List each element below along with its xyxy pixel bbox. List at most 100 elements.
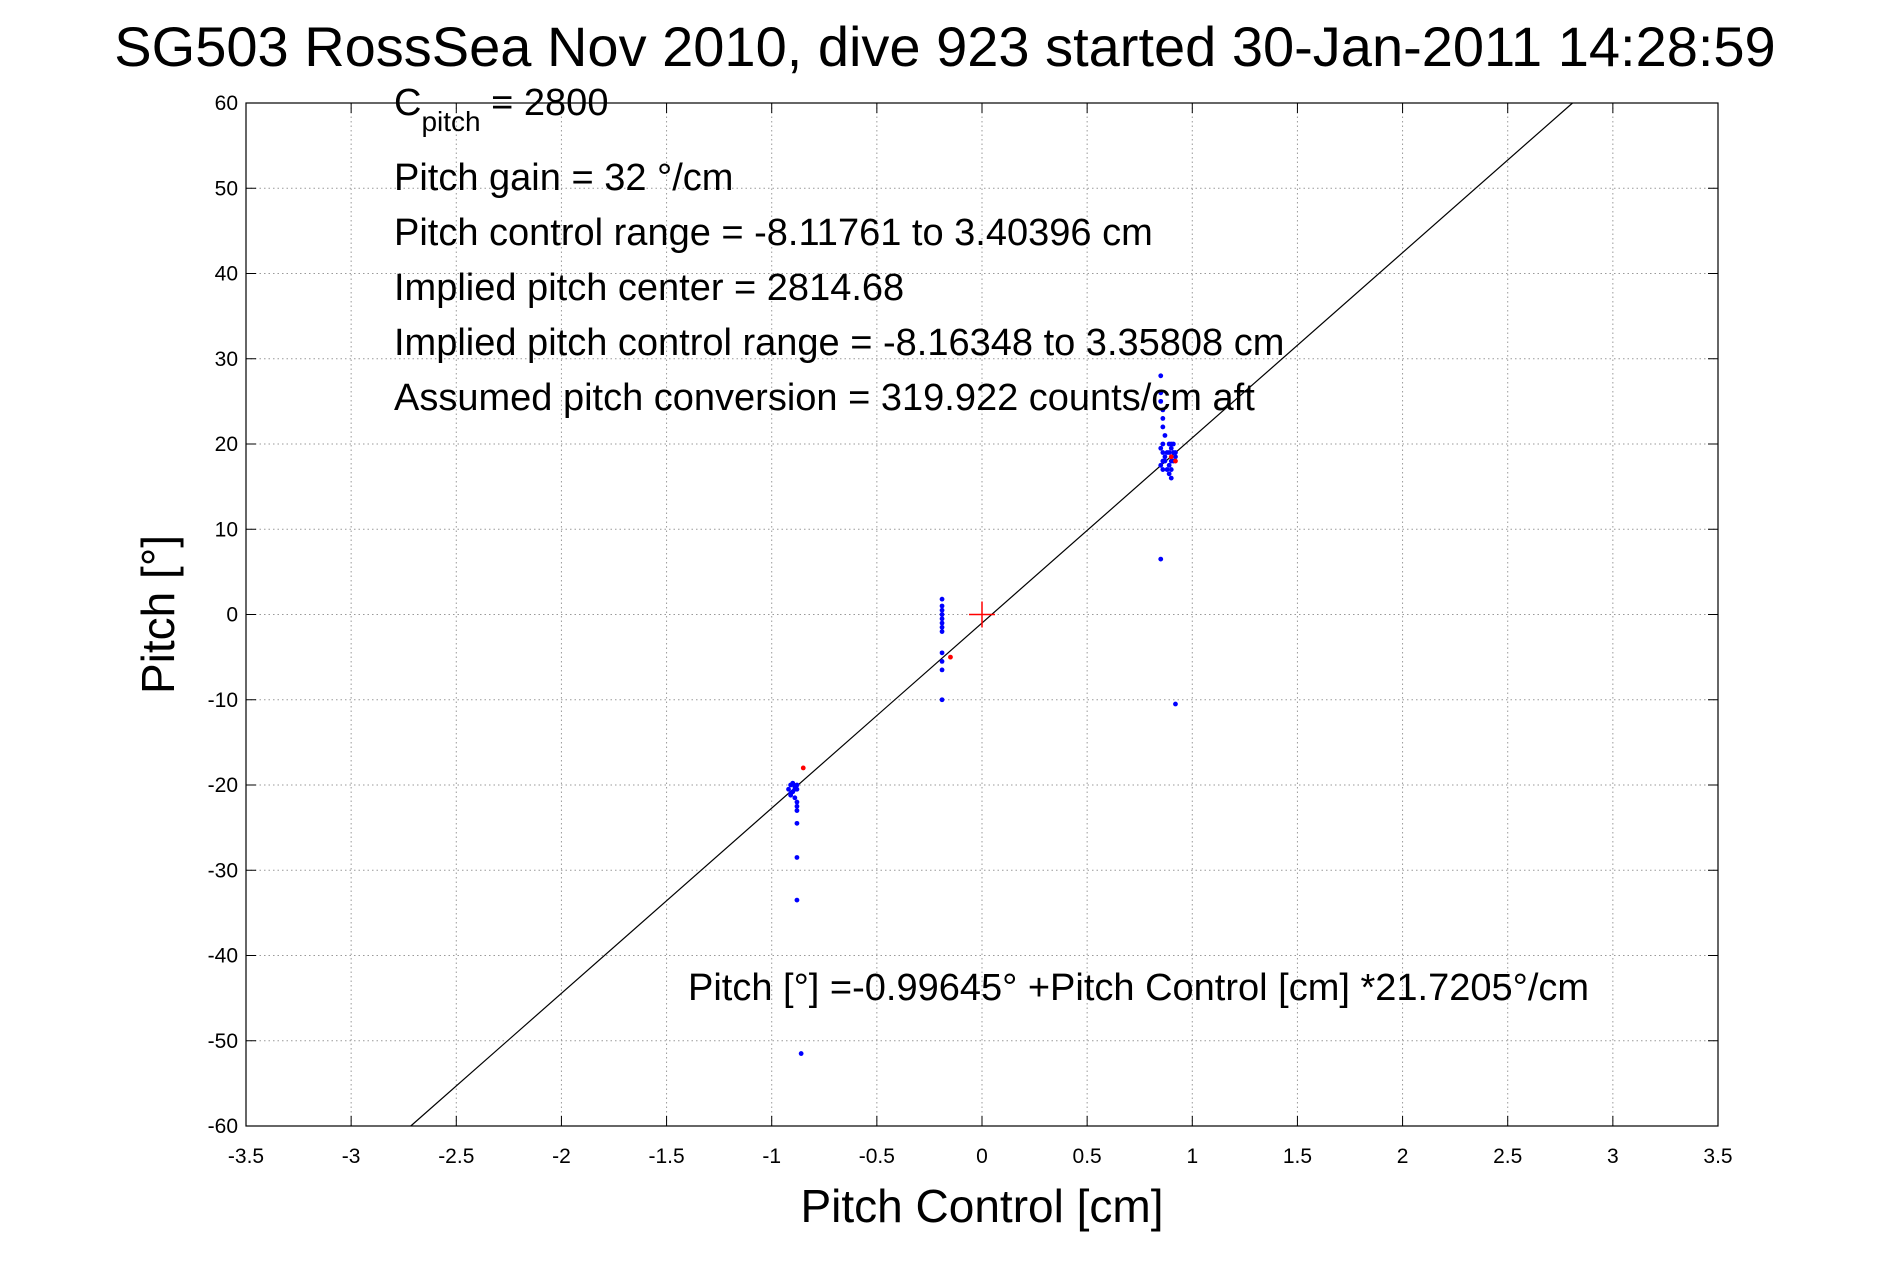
data-point-blue xyxy=(1160,467,1166,472)
x-tick-label: 3.5 xyxy=(1703,1145,1732,1168)
x-tick-label: -3.5 xyxy=(228,1145,264,1168)
data-point-blue xyxy=(939,650,945,656)
data-point-blue xyxy=(1164,467,1170,472)
y-tick-label: 0 xyxy=(226,604,238,627)
data-point-blue xyxy=(1160,416,1166,421)
y-tick-label: 40 xyxy=(215,263,238,286)
x-tick-label: -1 xyxy=(762,1145,781,1168)
chart-title: SG503 RossSea Nov 2010, dive 923 started… xyxy=(114,15,1775,78)
y-tick-label: 10 xyxy=(215,518,238,541)
x-tick-label: 3 xyxy=(1607,1145,1619,1168)
data-point-blue xyxy=(1158,445,1164,451)
data-point-blue xyxy=(939,607,945,613)
data-point-red xyxy=(1168,454,1174,460)
data-point-blue xyxy=(786,786,791,792)
data-point-blue xyxy=(1168,467,1174,472)
x-tick-label: -3 xyxy=(342,1145,361,1168)
y-tick-label: -50 xyxy=(208,1030,238,1053)
y-axis-ticks: -60 -50 -40 -30 -20 -10 0 10 20 30 40 50 60 xyxy=(208,92,1718,1138)
data-point-blue xyxy=(1162,454,1168,460)
data-point-blue xyxy=(939,629,945,634)
data-point-blue xyxy=(1173,450,1178,455)
data-point-blue xyxy=(1170,441,1176,447)
x-tick-label: 1 xyxy=(1186,1145,1198,1168)
data-point-blue xyxy=(1158,462,1164,468)
data-point-blue xyxy=(1168,475,1174,481)
data-point-blue xyxy=(1160,441,1166,447)
x-tick-label: -2.5 xyxy=(438,1145,474,1168)
x-tick-label: 0.5 xyxy=(1073,1145,1102,1168)
data-points xyxy=(786,373,1178,1056)
data-point-blue xyxy=(939,616,945,622)
y-tick-label: 50 xyxy=(215,177,238,200)
data-point-red xyxy=(800,765,806,771)
data-point-blue xyxy=(1173,701,1178,707)
data-point-blue xyxy=(1158,556,1164,562)
x-tick-label: -2 xyxy=(552,1145,571,1168)
annotation-assumed-pitch-conversion: Assumed pitch conversion = 319.922 count… xyxy=(394,377,1255,419)
annotation-c-pitch-value: = 2800 xyxy=(481,82,609,124)
data-point-blue xyxy=(792,786,798,792)
annotation-pitch-control-range: Pitch control range = -8.11761 to 3.4039… xyxy=(394,212,1153,254)
data-point-blue xyxy=(1158,390,1164,396)
annotation-pitch-gain: Pitch gain = 32 °/cm xyxy=(394,157,733,199)
x-tick-label: -1.5 xyxy=(648,1145,684,1168)
data-point-blue xyxy=(794,897,800,903)
annotation-fit-equation: Pitch [°] =-0.99645° +Pitch Control [cm]… xyxy=(688,967,1589,1009)
x-axis-label: Pitch Control [cm] xyxy=(801,1180,1164,1232)
data-point-blue xyxy=(794,782,800,788)
x-axis-ticks: -3.5 -3 -2.5 -2 -1.5 -1 -0.5 0 0.5 1 1.5 2 2.5 3 3.5 xyxy=(228,103,1733,1168)
y-tick-label: -20 xyxy=(208,774,238,797)
x-tick-label: 1.5 xyxy=(1283,1145,1312,1168)
data-point-blue xyxy=(1166,462,1172,468)
data-point-blue xyxy=(798,1051,804,1056)
data-point-blue xyxy=(794,803,800,809)
center-marker xyxy=(969,601,995,628)
y-tick-label: -40 xyxy=(208,945,238,968)
x-tick-label: 2.5 xyxy=(1493,1145,1522,1168)
x-tick-label: 0 xyxy=(976,1145,988,1168)
data-point-blue xyxy=(792,795,798,801)
data-point-blue xyxy=(939,624,945,630)
y-tick-label: -60 xyxy=(208,1115,238,1138)
data-point-blue xyxy=(1173,454,1178,460)
annotation-block: Cpitch = 2800 Pitch gain = 32 °/cm Pitch… xyxy=(394,82,1589,1009)
data-point-blue xyxy=(788,792,794,798)
x-tick-label: 2 xyxy=(1397,1145,1409,1168)
annotation-implied-pitch-center: Implied pitch center = 2814.68 xyxy=(394,267,904,309)
data-point-blue xyxy=(1162,433,1168,438)
data-point-blue xyxy=(939,596,945,602)
data-point-blue xyxy=(1162,458,1168,464)
data-point-blue xyxy=(939,620,945,626)
y-tick-label: -10 xyxy=(208,689,238,712)
data-point-blue xyxy=(1166,450,1172,455)
data-point-blue xyxy=(794,808,800,813)
data-point-blue xyxy=(1160,407,1166,413)
data-point-blue xyxy=(939,667,945,673)
annotation-c-pitch-subscript: pitch xyxy=(421,106,480,137)
data-point-red xyxy=(1173,458,1178,464)
data-point-blue xyxy=(1158,398,1164,404)
annotation-c-pitch-main: C xyxy=(394,82,421,124)
data-point-blue xyxy=(939,658,945,664)
data-point-blue xyxy=(1158,373,1164,379)
data-point-blue xyxy=(1160,424,1166,430)
y-tick-label: 20 xyxy=(215,433,238,456)
data-point-red xyxy=(948,654,953,660)
data-point-blue xyxy=(939,603,945,609)
y-tick-label: -30 xyxy=(208,859,238,882)
annotation-implied-pitch-control-range: Implied pitch control range = -8.16348 t… xyxy=(394,322,1284,364)
y-tick-label: 30 xyxy=(215,348,238,371)
data-point-blue xyxy=(794,855,800,860)
annotation-c-pitch: Cpitch = 2800 xyxy=(394,82,608,137)
data-point-blue xyxy=(1168,445,1174,451)
y-tick-label: 60 xyxy=(215,92,238,115)
data-point-blue xyxy=(1166,471,1172,477)
data-point-blue xyxy=(794,799,800,805)
data-point-blue xyxy=(790,780,796,786)
data-point-blue xyxy=(939,612,945,617)
data-point-blue xyxy=(794,820,800,826)
data-point-blue xyxy=(939,697,945,703)
